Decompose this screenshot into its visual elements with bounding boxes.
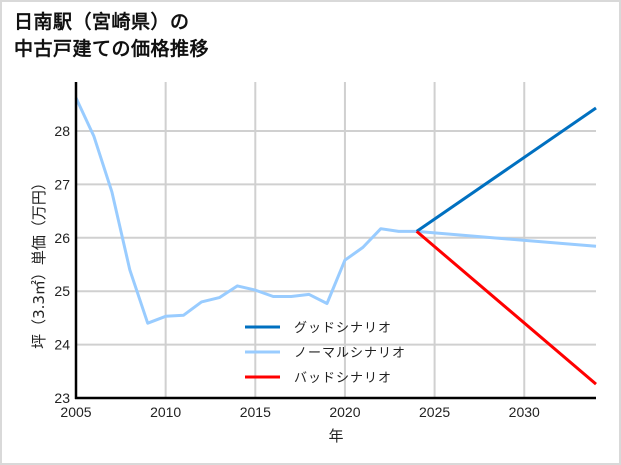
- legend-label: グッドシナリオ: [294, 321, 392, 336]
- series-line: [415, 106, 597, 233]
- y-tick-label: 24: [54, 337, 70, 353]
- y-tick-label: 26: [54, 230, 70, 246]
- tick-labels: 2005 2010 2015 2020 2025 2030 23 24 25 26 27 28: [54, 123, 540, 420]
- series-line: [415, 230, 597, 386]
- y-axis-label: 坪（3.3㎡）単価（万円）: [30, 175, 48, 349]
- axes: [74, 82, 596, 400]
- data-series: [74, 97, 597, 386]
- y-tick-label: 28: [54, 123, 70, 139]
- legend-label: バッドシナリオ: [294, 371, 392, 386]
- x-tick-label: 2010: [150, 404, 181, 420]
- legend-label: ノーマルシナリオ: [294, 346, 406, 361]
- y-tick-label: 25: [54, 283, 70, 299]
- series-line: [74, 97, 417, 325]
- chart-title-line2: 中古戸建ての価格推移: [14, 38, 210, 60]
- x-tick-label: 2025: [419, 404, 450, 420]
- x-tick-label: 2005: [60, 404, 91, 420]
- chart-title-line1: 日南駅（宮崎県）の: [14, 11, 190, 33]
- x-tick-label: 2020: [329, 404, 360, 420]
- y-tick-label: 23: [54, 390, 70, 406]
- chart-title: 日南駅（宮崎県）の 中古戸建ての価格推移: [14, 9, 209, 63]
- series-line: [416, 229, 597, 248]
- y-tick-label: 27: [54, 176, 70, 192]
- x-tick-label: 2030: [509, 404, 540, 420]
- x-axis-label: 年: [328, 427, 343, 445]
- x-tick-label: 2015: [240, 404, 271, 420]
- grid-lines: [76, 82, 596, 398]
